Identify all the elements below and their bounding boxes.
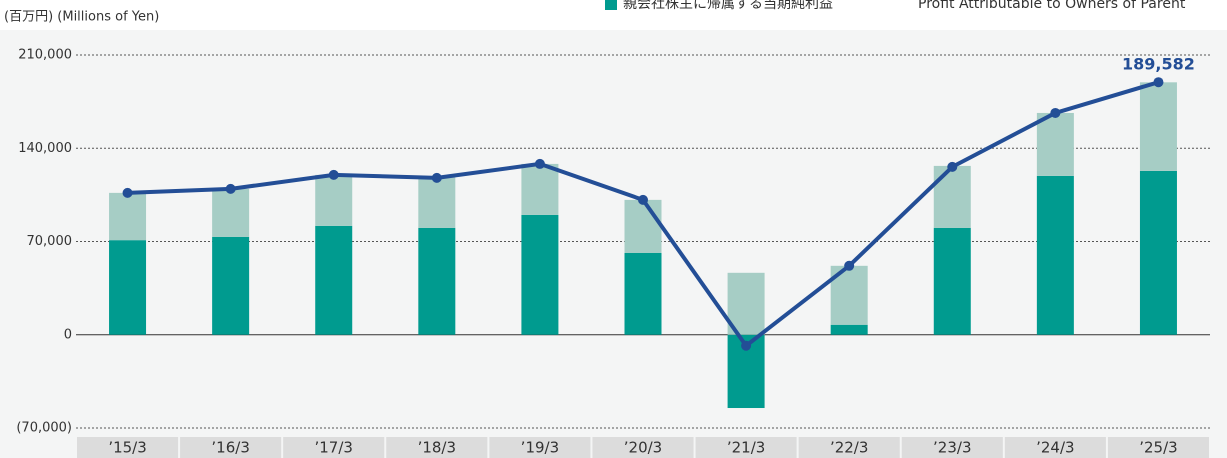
bar [521, 163, 559, 215]
legend-label: 親会社株主に帰属する当期純利益 [623, 0, 833, 12]
bar [315, 225, 353, 335]
x-tick-label: ’16/3 [211, 439, 249, 457]
x-tick-label: ’17/3 [315, 439, 353, 457]
bar [1139, 170, 1177, 335]
y-tick-label: 210,000 [18, 48, 72, 63]
x-tick-label: ’20/3 [624, 439, 662, 457]
point [947, 161, 958, 172]
bar [212, 188, 250, 237]
bar [315, 174, 353, 226]
bar [418, 177, 456, 228]
x-tick-label: ’19/3 [521, 439, 559, 457]
x-tick-label: ’23/3 [933, 439, 971, 457]
y-tick-label: 140,000 [18, 141, 72, 156]
bar [727, 272, 765, 335]
bar [1036, 112, 1074, 176]
point [844, 260, 855, 271]
bar [830, 324, 868, 335]
bar [109, 240, 147, 335]
point [638, 194, 648, 205]
bar [109, 192, 147, 241]
category-box [798, 437, 900, 458]
point [1153, 77, 1164, 88]
x-tick-label: ’25/3 [1139, 439, 1177, 457]
x-tick-label: ’21/3 [727, 439, 765, 457]
category-box [592, 437, 694, 458]
x-tick-label: ’24/3 [1036, 439, 1074, 457]
category-box [695, 437, 797, 458]
category-box [1004, 437, 1106, 458]
y-tick-label: 70,000 [27, 234, 73, 249]
data-label: 189,582 [1122, 55, 1195, 74]
category-box [901, 437, 1003, 458]
point [741, 340, 752, 351]
point [225, 183, 236, 194]
category-box [77, 437, 179, 458]
point [328, 169, 339, 180]
category-box [386, 437, 488, 458]
point [1050, 107, 1061, 118]
point [122, 187, 133, 198]
category-box [180, 437, 282, 458]
point [534, 158, 545, 169]
point [431, 172, 442, 183]
bar [212, 236, 250, 335]
legend-label-en: Profit Attributable to Owners of Parent [918, 0, 1186, 12]
legend-swatch [605, 0, 617, 10]
x-tick-label: ’18/3 [418, 439, 456, 457]
y-tick-label: 0 [64, 327, 72, 342]
x-tick-label: ’22/3 [830, 439, 868, 457]
axis-label: (百万円) (Millions of Yen) [4, 10, 159, 25]
bar [624, 252, 662, 335]
category-box [1107, 437, 1209, 458]
plot-background [0, 30, 1227, 458]
x-tick-label: ’15/3 [108, 439, 146, 457]
y-tick-label: (70,000) [16, 421, 72, 436]
bar [1139, 82, 1177, 171]
bar [933, 165, 971, 228]
bar [521, 214, 559, 335]
bar [1036, 175, 1074, 335]
bar [933, 227, 971, 335]
category-box [489, 437, 591, 458]
bar [418, 227, 456, 335]
category-box [283, 437, 385, 458]
bar [624, 199, 662, 253]
